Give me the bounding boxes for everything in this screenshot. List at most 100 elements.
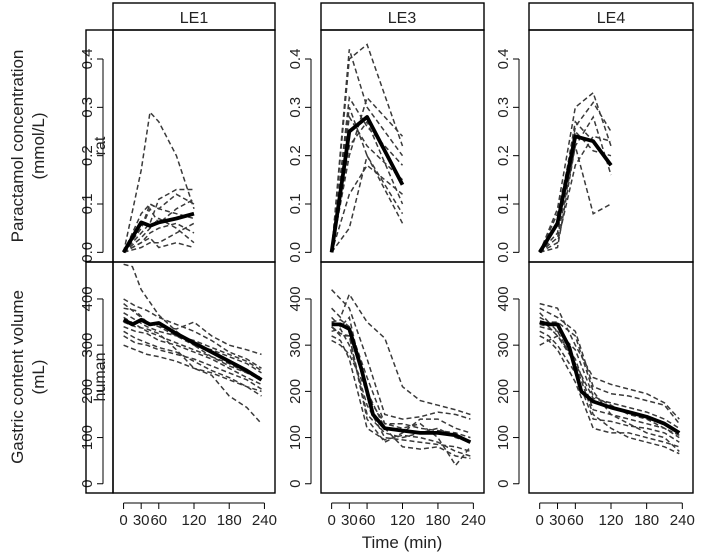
y-tick-label: 100 (495, 425, 512, 450)
y-tick-label: 300 (287, 333, 304, 358)
y-tick-label: 0.0 (79, 242, 96, 263)
x-tick-label: 30 (341, 512, 358, 529)
strip-le1-box (112, 2, 276, 31)
individual-line-8 (123, 330, 262, 397)
strip-le3-label: LE3 (388, 10, 417, 27)
x-tick-label: 0 (327, 512, 335, 529)
individual-line-3 (539, 129, 612, 253)
strip-le4-label: LE4 (597, 10, 626, 27)
individual-line-6 (539, 335, 680, 448)
individual-line-3 (123, 188, 194, 253)
y-tick-label: 0.3 (287, 97, 304, 118)
y-tick-label: 0.2 (79, 145, 96, 166)
individual-line-10 (123, 321, 263, 425)
y-tick-label: 100 (287, 425, 304, 450)
individual-line-9 (123, 236, 195, 253)
mean-line (539, 320, 681, 435)
individual-line-2 (539, 101, 612, 253)
panel-box-le3-human (320, 261, 485, 494)
individual-line-1 (330, 43, 404, 253)
y-tick-label: 0.4 (79, 49, 96, 70)
individual-line-2 (123, 307, 262, 356)
cell-le4-rat (538, 91, 613, 254)
individual-line-5 (539, 330, 680, 443)
x-tick-label: 0 (119, 512, 127, 529)
x-tick-label: 240 (461, 512, 486, 529)
y-tick-label: 0.2 (495, 145, 512, 166)
strip-le3-box (320, 2, 485, 31)
y-tick-label: 400 (495, 286, 512, 311)
individual-line-1 (122, 110, 195, 253)
y-tick-label: 400 (287, 286, 304, 311)
x-tick-label: 180 (425, 512, 450, 529)
individual-line-3 (331, 315, 471, 439)
y-tick-label: 0.2 (287, 145, 304, 166)
y-tick-label: 0.0 (495, 242, 512, 263)
cell-le1-rat (121, 110, 195, 254)
individual-line-6 (123, 326, 262, 386)
y-title-bottom-line2: (mL) (29, 360, 48, 395)
strip-rat-label: rat (92, 136, 109, 155)
y-tick-label: 300 (495, 333, 512, 358)
y-tick-label: 0 (79, 480, 96, 488)
y-title-top-line2: (mmol/L) (29, 112, 48, 179)
x-tick-label: 180 (217, 512, 242, 529)
mean-line (331, 322, 472, 444)
x-tick-label: 0 (536, 512, 544, 529)
cell-le1-human (122, 263, 263, 425)
y-tick-label: 0 (287, 480, 304, 488)
panel-box-le1-human (112, 261, 276, 494)
plot-layer (121, 43, 681, 467)
individual-line-1 (539, 302, 680, 420)
individual-line-7 (539, 120, 612, 253)
individual-line-8 (330, 153, 404, 253)
individual-line-1 (331, 289, 471, 420)
y-tick-label: 0.3 (495, 97, 512, 118)
x-tick-label: 120 (390, 512, 415, 529)
x-axis-title: Time (min) (362, 533, 443, 552)
x-tick-label: 180 (634, 512, 659, 529)
mean-line (122, 317, 263, 382)
individual-line-3 (539, 316, 680, 429)
cell-le3-human (331, 289, 472, 467)
y-title-bottom-line1: Gastric content volume (8, 290, 27, 464)
individual-line-6 (539, 115, 612, 254)
x-tick-label: 60 (359, 512, 376, 529)
individual-line-3 (123, 298, 262, 369)
cell-le4-human (539, 302, 681, 455)
individual-line-9 (123, 344, 262, 393)
strip-le4-box (528, 2, 694, 31)
x-tick-label: 240 (252, 512, 277, 529)
y-tick-label: 0.0 (287, 242, 304, 263)
x-tick-label: 240 (670, 512, 695, 529)
y-tick-label: 200 (495, 379, 512, 404)
x-tick-label: 60 (567, 512, 584, 529)
y-tick-label: 300 (79, 333, 96, 358)
panel-box-le4-human (528, 261, 694, 494)
individual-line-9 (331, 326, 471, 444)
x-tick-label: 30 (133, 512, 150, 529)
y-tick-label: 100 (79, 425, 96, 450)
y-tick-label: 0 (495, 480, 512, 488)
strip-human-label: human (92, 353, 109, 402)
y-tick-label: 0.1 (495, 194, 512, 215)
panel-layer: 0.0 0.1 0.2 0.3 0.4 0.0 0.1 0.2 0.3 0.4 0.0 0.1 0.2 0… (79, 29, 695, 529)
cell-le3-rat (329, 43, 405, 253)
mean-line (329, 115, 405, 253)
mean-line (121, 211, 195, 254)
individual-line-7 (539, 312, 680, 452)
x-tick-label: 120 (598, 512, 623, 529)
individual-line-3 (330, 95, 404, 253)
y-tick-label: 0.4 (287, 49, 304, 70)
individual-line-5 (331, 328, 471, 453)
individual-line-4 (122, 193, 195, 253)
x-tick-label: 30 (549, 512, 566, 529)
y-tick-label: 0.1 (287, 194, 304, 215)
y-title-top-line1: Paractamol concentration (8, 50, 27, 243)
x-tick-label: 120 (181, 512, 206, 529)
mean-line (538, 134, 613, 254)
individual-line-2 (330, 49, 404, 253)
individual-line-7 (330, 120, 404, 253)
individual-line-8 (331, 318, 471, 467)
